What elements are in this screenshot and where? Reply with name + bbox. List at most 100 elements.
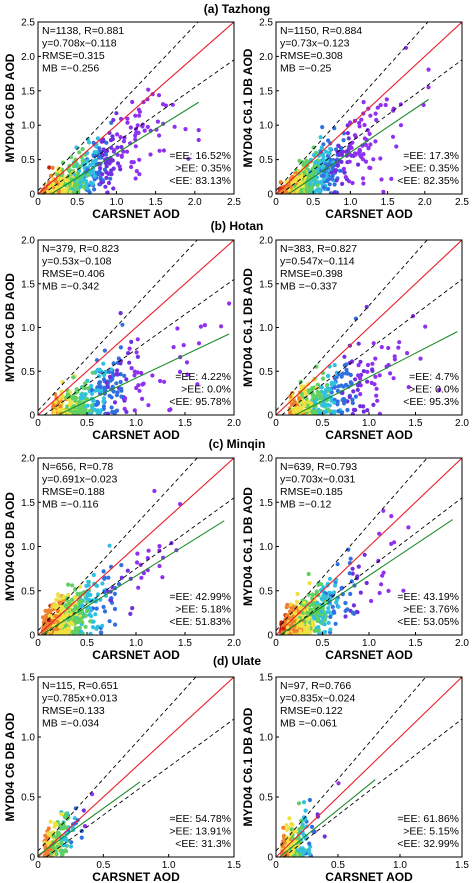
data-point: [84, 182, 89, 187]
data-point: [318, 619, 323, 624]
data-point: [389, 541, 394, 547]
data-point: [103, 161, 108, 166]
y-tick-label: 1.0: [21, 121, 35, 132]
data-point: [65, 392, 70, 397]
data-point: [364, 304, 369, 310]
data-point: [115, 161, 121, 166]
data-point: [368, 142, 373, 147]
data-point: [137, 109, 142, 114]
ee-upper-line: [276, 458, 428, 631]
data-point: [307, 581, 312, 586]
section-title-minqin: (c) Minqin: [209, 437, 266, 451]
x-tick-label: 1.5: [409, 638, 423, 649]
data-point: [186, 156, 191, 161]
data-point: [316, 625, 321, 630]
x-tick-label: 0: [35, 418, 41, 429]
data-point: [48, 609, 53, 614]
data-point: [389, 176, 394, 181]
stats-line: N=379, R=0.823: [42, 243, 119, 255]
data-point: [370, 361, 375, 366]
data-point: [350, 400, 355, 406]
data-point: [150, 373, 155, 378]
y-tick-label: 0.5: [259, 793, 273, 804]
data-point: [77, 584, 83, 589]
data-point: [85, 186, 90, 191]
stats-line: y=0.547x−0.114: [280, 256, 355, 268]
data-point: [327, 150, 332, 156]
y-tick-label: 1.5: [21, 673, 35, 684]
data-point: [44, 851, 49, 856]
ee-lower-line: [42, 59, 234, 194]
y-axis-label: MYD04 C6.1 DB AOD: [241, 48, 255, 167]
data-point: [67, 601, 72, 606]
data-point: [100, 152, 105, 158]
data-point: [58, 624, 63, 629]
data-point: [110, 409, 115, 415]
data-point: [73, 806, 78, 811]
regression-fit-line: [50, 101, 200, 194]
data-point: [336, 372, 341, 377]
ee-stat-line: =EE: 4.7%: [409, 371, 459, 383]
data-point: [148, 152, 153, 157]
data-point: [356, 564, 361, 569]
scatter-panel-minqin-c61: 0 0.5 1.0 1.5 2.0 0 0.5 1.0 1.5 2.0 CARSNET AOD MYD…: [241, 454, 469, 663]
data-point: [285, 625, 290, 630]
y-tick-label: 2.5: [259, 18, 273, 29]
data-point: [325, 178, 330, 184]
x-tick-label: 1.0: [393, 860, 407, 871]
data-point: [102, 590, 107, 595]
data-point: [357, 374, 362, 379]
data-point: [105, 384, 110, 390]
data-point: [375, 398, 380, 403]
scatter-panel-tazhong-c6: 0 0.5 1.0 1.5 2.0 2.5 0 0.5 1.0 1.5 2.0 2.5 CARSNET …: [3, 18, 241, 222]
data-point: [371, 341, 376, 346]
data-point: [73, 626, 78, 631]
stats-line: RMSE=0.122: [280, 705, 343, 717]
stats-line: MB =−0.12: [280, 499, 332, 511]
data-point: [373, 356, 378, 361]
data-point: [58, 608, 63, 613]
data-point: [284, 631, 289, 635]
y-axis-label: MYD04 C6.1 DB AOD: [241, 707, 255, 826]
plot-area: [38, 677, 234, 857]
data-point: [332, 182, 337, 187]
data-point: [350, 140, 355, 145]
ee-stat-line: =EE: 17.3%: [403, 150, 459, 162]
y-axis-label: MYD04 C6.1 DB AOD: [241, 268, 255, 387]
ee-stat-line: =EE: 43.19%: [397, 591, 459, 603]
data-point: [317, 390, 322, 396]
ee-stat-line: =EE: 61.86%: [397, 813, 459, 825]
data-point: [126, 351, 131, 356]
data-point: [118, 345, 123, 350]
x-tick-label: 2.5: [455, 197, 469, 208]
y-tick-label: 1.5: [21, 498, 35, 509]
data-point: [70, 629, 76, 634]
data-point: [299, 631, 304, 635]
data-point: [157, 563, 162, 569]
y-tick-label: 0: [29, 190, 35, 201]
data-point: [361, 100, 366, 105]
data-point: [119, 145, 124, 150]
data-point: [299, 384, 304, 389]
data-point: [374, 393, 379, 398]
data-point: [57, 630, 62, 635]
x-axis-label: CARSNET AOD: [92, 428, 180, 442]
y-tick-label: 0.5: [21, 367, 35, 378]
data-point: [383, 102, 388, 108]
data-point: [102, 609, 108, 614]
data-point: [308, 607, 313, 612]
data-point: [134, 560, 140, 565]
data-point: [112, 591, 117, 597]
x-tick-label: 0.5: [331, 860, 345, 871]
data-point: [347, 394, 352, 400]
data-point: [107, 543, 112, 548]
data-point: [323, 149, 328, 154]
data-point: [89, 387, 94, 393]
data-point: [346, 136, 351, 141]
data-point: [347, 159, 352, 164]
data-point: [310, 601, 315, 607]
data-point: [426, 67, 431, 72]
ee-stat-line: >EE: 0.35%: [403, 163, 459, 175]
data-point: [83, 392, 88, 397]
data-point: [104, 164, 109, 169]
